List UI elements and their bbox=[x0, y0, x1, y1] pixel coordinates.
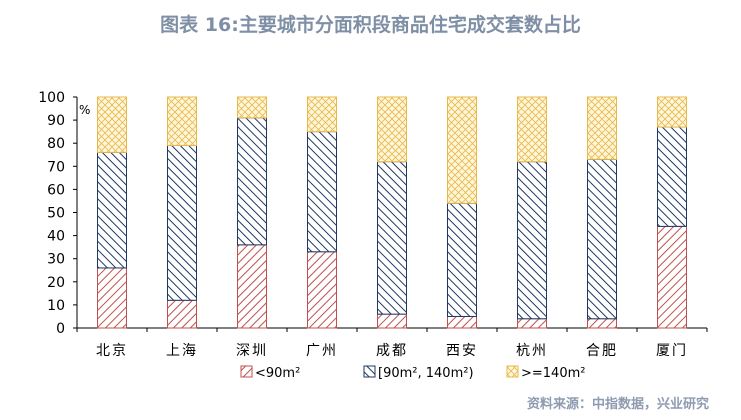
x-tick-label: 深圳 bbox=[236, 343, 268, 359]
bar-segment bbox=[307, 131, 337, 253]
x-tick-label: 广州 bbox=[306, 343, 338, 359]
bar-segment bbox=[447, 202, 477, 317]
bar-segment bbox=[237, 117, 267, 246]
bar-segment bbox=[377, 161, 407, 315]
bar-segment bbox=[517, 161, 547, 320]
bar-segment bbox=[587, 318, 617, 329]
x-tick-label: 杭州 bbox=[516, 343, 548, 359]
y-tick-label: 0 bbox=[56, 321, 65, 337]
x-tick-label: 厦门 bbox=[656, 343, 688, 359]
bar-segment bbox=[447, 315, 477, 329]
y-tick-label: 80 bbox=[47, 136, 65, 152]
y-tick-label: 50 bbox=[47, 206, 65, 222]
bar-segment bbox=[587, 96, 617, 160]
bar-segment bbox=[307, 251, 337, 329]
y-tick-label: 10 bbox=[47, 298, 65, 314]
bar-segment bbox=[97, 96, 127, 153]
chart-title: 图表 16:主要城市分面积段商品住宅成交套数占比 bbox=[160, 14, 581, 36]
bar-segment bbox=[447, 96, 477, 204]
bar-segment bbox=[307, 96, 337, 133]
y-tick-label: 100 bbox=[38, 90, 65, 106]
y-tick-label: 70 bbox=[47, 159, 65, 175]
axes: 0 10 20 30 40 50 60 70 80 90 100% 北京 上海 深圳 广州 成都 西安 杭州 合肥 厦… bbox=[38, 90, 708, 359]
bar-segment bbox=[517, 318, 547, 329]
y-tick-label: 60 bbox=[47, 182, 65, 198]
bar-segment bbox=[167, 145, 197, 301]
x-tick-label: 北京 bbox=[96, 343, 128, 359]
legend-swatch bbox=[240, 365, 253, 378]
legend: <90m² [90m², 140m²) >=140m² bbox=[240, 365, 585, 381]
bar-segment bbox=[237, 244, 267, 329]
y-tick-label: 30 bbox=[47, 252, 65, 268]
legend-swatch bbox=[363, 365, 376, 378]
bar-segment bbox=[237, 96, 267, 119]
legend-label: >=140m² bbox=[521, 366, 585, 381]
bar-segment bbox=[97, 151, 127, 269]
x-tick-label: 合肥 bbox=[586, 343, 618, 359]
source-note: 资料来源：中指数据，兴业研究 bbox=[526, 397, 709, 412]
bar-segment bbox=[657, 225, 687, 329]
bar-segment bbox=[377, 313, 407, 329]
y-tick-label: 40 bbox=[47, 229, 65, 245]
x-tick-label: 上海 bbox=[166, 343, 198, 359]
x-tick-label: 西安 bbox=[446, 343, 478, 359]
y-tick-label: 90 bbox=[47, 113, 65, 129]
legend-label: [90m², 140m²) bbox=[378, 366, 474, 381]
legend-swatch bbox=[506, 365, 519, 378]
legend-label: <90m² bbox=[255, 366, 300, 381]
bar-segment bbox=[167, 299, 197, 329]
bar-segment bbox=[657, 96, 687, 128]
bars bbox=[97, 96, 687, 329]
bar-segment bbox=[167, 96, 197, 147]
bar-segment bbox=[587, 158, 617, 320]
bar-segment bbox=[377, 96, 407, 163]
y-unit-label: % bbox=[79, 103, 90, 117]
bar-segment bbox=[97, 267, 127, 329]
bar-segment bbox=[517, 96, 547, 163]
x-tick-label: 成都 bbox=[376, 343, 408, 359]
y-tick-label: 20 bbox=[47, 275, 65, 291]
bar-segment bbox=[657, 126, 687, 227]
